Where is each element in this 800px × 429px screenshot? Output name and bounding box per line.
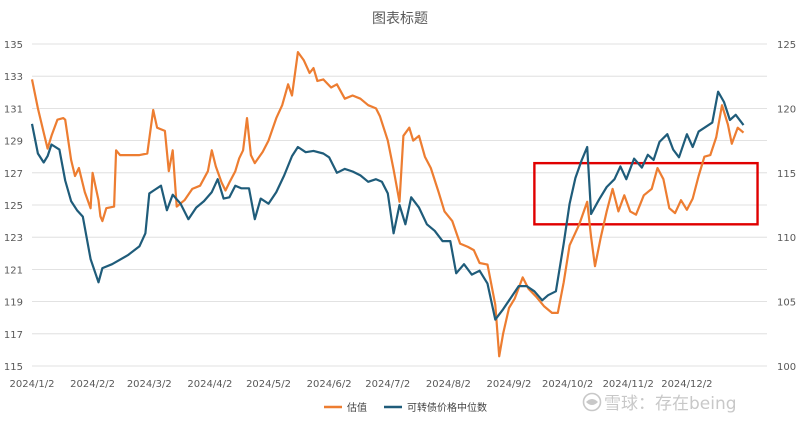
watermark: 雪球：存在being — [582, 392, 737, 414]
left-axis-tick-label: 125 — [4, 201, 23, 212]
left-axis-tick-label: 119 — [4, 298, 23, 309]
left-axis-tick-label: 129 — [4, 137, 23, 148]
x-axis-tick-label: 2024/8/2 — [426, 379, 471, 390]
legend-label-valuation: 估值 — [347, 401, 367, 414]
left-axis-tick-label: 123 — [4, 233, 23, 244]
right-axis-tick-label: 110 — [777, 233, 796, 244]
x-axis-tick-label: 2024/12/2 — [661, 379, 712, 390]
left-axis-tick-label: 115 — [4, 362, 23, 373]
x-axis-tick-label: 2024/4/2 — [187, 379, 232, 390]
legend-label-convertible-median: 可转债价格中位数 — [407, 401, 487, 414]
left-axis-tick-label: 127 — [4, 169, 23, 180]
x-axis-tick-label: 2024/6/2 — [307, 379, 352, 390]
left-axis-tick-label: 117 — [4, 330, 23, 341]
series-line-valuation — [30, 51, 745, 358]
highlight-rectangle — [533, 161, 759, 226]
legend: 估值 可转债价格中位数 — [324, 401, 487, 414]
left-axis-tick-label: 121 — [4, 265, 23, 276]
x-axis-tick-label: 2024/9/2 — [487, 379, 532, 390]
snowball-icon — [582, 392, 602, 412]
right-axis-tick-label: 125 — [777, 40, 796, 51]
axis-layer: 115 117 119 121 123 125 127 129 131 133 135 100 105 1… — [4, 40, 796, 390]
x-axis-tick-label: 2024/10/2 — [542, 379, 593, 390]
series-line-convertible-median — [30, 90, 745, 321]
x-axis-tick-label: 2024/7/2 — [365, 379, 410, 390]
x-axis-tick-label: 2024/1/2 — [10, 379, 55, 390]
left-axis-tick-label: 135 — [4, 40, 23, 51]
left-axis-tick-label: 133 — [4, 72, 23, 83]
right-axis-tick-label: 105 — [777, 298, 796, 309]
left-axis-tick-label: 131 — [4, 104, 23, 115]
series-layer — [30, 51, 745, 358]
watermark-text: 雪球：存在being — [604, 394, 737, 414]
right-axis-tick-label: 100 — [777, 362, 796, 373]
chart-title: 图表标题 — [372, 11, 428, 27]
x-axis-tick-label: 2024/5/2 — [246, 379, 291, 390]
right-axis-tick-label: 120 — [777, 104, 796, 115]
right-axis-tick-label: 115 — [777, 169, 796, 180]
x-axis-tick-label: 2024/2/2 — [70, 379, 115, 390]
x-axis-tick-label: 2024/11/2 — [603, 379, 654, 390]
annotation-layer — [533, 161, 759, 226]
x-axis-tick-label: 2024/3/2 — [127, 379, 172, 390]
